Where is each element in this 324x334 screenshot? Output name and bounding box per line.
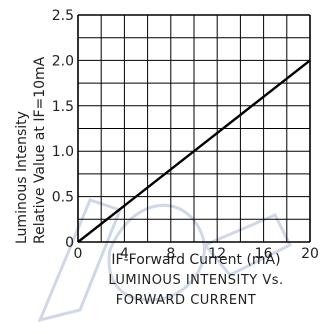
x-tick-label: 8: [166, 246, 175, 262]
y-axis-label-line-2: Relative Value at IF=10mA: [32, 56, 48, 244]
y-tick-label: 2.5: [52, 8, 74, 24]
x-axis-label: IF-Forward Current (mA): [111, 252, 280, 268]
tick-labels: 0 4 8 12 16 20 0 0.5 1.0 1.5 2.0 2.5: [52, 8, 319, 262]
y-tick-label: 0.5: [52, 190, 74, 206]
series-line: [77, 59, 311, 243]
y-axis-label-line-1: Luminous Intensity: [14, 111, 30, 244]
chart-caption-line-2: FORWARD CURRENT: [116, 293, 256, 308]
y-tick-label: 0: [65, 235, 74, 251]
plot-grid: [77, 14, 311, 243]
chart-caption-line-1: LUMINOUS INTENSITY Vs.: [108, 273, 283, 288]
y-tick-label: 2.0: [52, 53, 74, 69]
x-tick-label: 20: [301, 246, 319, 262]
y-tick-label: 1.5: [52, 99, 74, 115]
data-series: [77, 59, 311, 243]
x-tick-label: 4: [120, 246, 129, 262]
x-tick-label: 0: [74, 246, 83, 262]
x-tick-label: 12: [208, 246, 226, 262]
y-tick-label: 1.0: [52, 144, 74, 160]
x-tick-label: 16: [255, 246, 273, 262]
